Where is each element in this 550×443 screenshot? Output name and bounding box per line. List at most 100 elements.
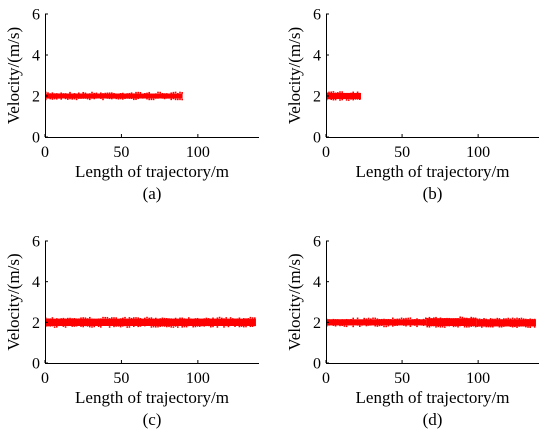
velocity-point bbox=[56, 326, 58, 328]
velocity-point bbox=[409, 317, 412, 319]
velocity-point bbox=[422, 324, 425, 327]
velocity-point bbox=[100, 318, 102, 320]
velocity-point bbox=[420, 319, 423, 322]
velocity-point bbox=[505, 324, 507, 327]
velocity-point bbox=[71, 325, 73, 327]
velocity-point bbox=[356, 317, 359, 320]
velocity-point bbox=[403, 318, 405, 320]
velocity-point bbox=[229, 317, 232, 319]
velocity-point bbox=[177, 98, 179, 101]
velocity-point bbox=[416, 325, 418, 328]
velocity-point bbox=[236, 318, 238, 321]
axes bbox=[326, 241, 539, 364]
velocity-point bbox=[452, 325, 455, 328]
velocity-point bbox=[93, 92, 95, 95]
velocity-point bbox=[122, 92, 124, 95]
velocity-point bbox=[392, 325, 394, 327]
velocity-point bbox=[47, 97, 49, 99]
y-axis-label: Velocity/(m/s) bbox=[285, 253, 304, 350]
velocity-point bbox=[234, 318, 236, 321]
velocity-point bbox=[82, 325, 84, 328]
velocity-point bbox=[343, 97, 346, 99]
velocity-point bbox=[80, 93, 82, 96]
velocity-point bbox=[376, 325, 379, 327]
velocity-point bbox=[174, 91, 177, 94]
velocity-point bbox=[365, 318, 368, 321]
velocity-point bbox=[359, 325, 361, 327]
velocity-point bbox=[174, 317, 177, 320]
y-tick-label: 6 bbox=[313, 234, 321, 251]
velocity-point bbox=[179, 98, 181, 101]
velocity-point bbox=[91, 91, 93, 94]
velocity-point bbox=[516, 326, 518, 328]
velocity-point bbox=[339, 91, 341, 93]
y-tick-label: 4 bbox=[313, 48, 321, 65]
velocity-point bbox=[139, 317, 142, 320]
velocity-point bbox=[111, 324, 113, 326]
velocity-point bbox=[199, 325, 201, 327]
velocity-point bbox=[238, 325, 241, 328]
velocity-point bbox=[352, 325, 354, 328]
velocity-point bbox=[359, 92, 361, 95]
velocity-point bbox=[89, 93, 91, 95]
velocity-point bbox=[203, 318, 205, 320]
velocity-point bbox=[51, 92, 54, 94]
velocity-point bbox=[354, 98, 357, 100]
velocity-point bbox=[430, 324, 433, 327]
y-tick-label: 4 bbox=[32, 274, 40, 291]
velocity-point bbox=[192, 318, 194, 321]
velocity-point bbox=[51, 324, 54, 327]
velocity-point bbox=[463, 317, 466, 320]
velocity-point bbox=[498, 318, 501, 320]
velocity-point bbox=[334, 324, 337, 327]
y-tick-label: 2 bbox=[32, 315, 40, 332]
velocity-point bbox=[64, 326, 67, 328]
velocity-point bbox=[461, 316, 464, 319]
velocity-point bbox=[374, 317, 376, 320]
velocity-point bbox=[53, 97, 56, 100]
velocity-point bbox=[354, 319, 357, 322]
velocity-point bbox=[115, 325, 117, 327]
velocity-point bbox=[124, 93, 126, 96]
velocity-point bbox=[82, 97, 84, 99]
velocity-point bbox=[223, 326, 225, 328]
velocity-point bbox=[430, 318, 433, 320]
velocity-point bbox=[181, 92, 183, 94]
velocity-point bbox=[470, 325, 473, 327]
velocity-band-3 bbox=[476, 319, 536, 327]
y-tick-label: 4 bbox=[32, 48, 40, 65]
x-tick-label: 0 bbox=[41, 370, 49, 387]
velocity-point bbox=[146, 97, 148, 100]
velocity-point bbox=[337, 92, 339, 94]
velocity-point bbox=[531, 318, 534, 321]
velocity-point bbox=[141, 318, 144, 321]
velocity-point bbox=[58, 318, 60, 321]
velocity-point bbox=[359, 319, 361, 322]
velocity-point bbox=[494, 324, 496, 327]
velocity-point bbox=[168, 97, 170, 99]
velocity-point bbox=[240, 318, 243, 321]
velocity-point bbox=[181, 98, 183, 101]
velocity-point bbox=[381, 318, 383, 321]
velocity-point bbox=[119, 318, 122, 320]
velocity-point bbox=[345, 99, 348, 101]
velocity-point bbox=[97, 93, 100, 96]
velocity-point bbox=[80, 317, 82, 320]
velocity-point bbox=[62, 325, 65, 327]
velocity-point bbox=[196, 325, 199, 327]
velocity-point bbox=[527, 326, 529, 328]
velocity-point bbox=[403, 324, 405, 326]
velocity-point bbox=[354, 92, 357, 95]
velocity-point bbox=[487, 319, 490, 322]
velocity-point bbox=[56, 97, 58, 100]
velocity-point bbox=[396, 318, 398, 321]
velocity-point bbox=[172, 318, 175, 321]
velocity-point bbox=[137, 91, 139, 94]
velocity-point bbox=[84, 92, 87, 95]
velocity-point bbox=[124, 316, 126, 319]
velocity-point bbox=[356, 98, 359, 100]
velocity-point bbox=[435, 326, 437, 328]
velocity-point bbox=[60, 92, 62, 95]
velocity-point bbox=[84, 324, 87, 327]
velocity-point bbox=[157, 318, 159, 321]
